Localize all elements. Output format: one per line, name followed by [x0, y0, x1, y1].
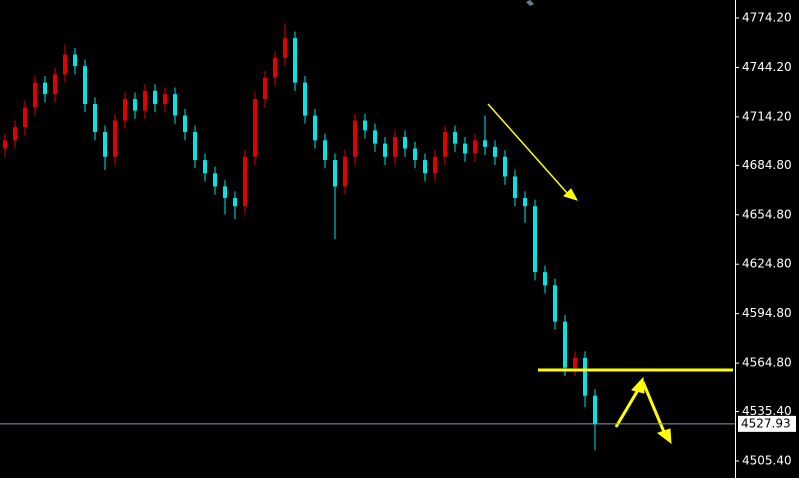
- candle-body: [433, 156, 437, 174]
- candle-body: [473, 140, 477, 154]
- candle-body: [113, 120, 117, 157]
- candle-body: [223, 186, 227, 198]
- y-tick-label: 4774.20: [742, 10, 792, 24]
- candle-body: [523, 197, 527, 207]
- y-tick-label: 4744.20: [742, 60, 792, 74]
- candle-body: [323, 140, 327, 161]
- y-tick-label: 4684.80: [742, 158, 792, 172]
- candle-body: [163, 94, 167, 105]
- candle-body: [403, 136, 407, 149]
- arrow-head: [563, 188, 579, 201]
- candle-body: [63, 54, 67, 75]
- candle-body: [303, 82, 307, 116]
- candle-body: [443, 132, 447, 157]
- plot-area: [3, 23, 597, 451]
- candle-body: [253, 99, 257, 157]
- candle-body: [143, 90, 147, 111]
- candle-body: [463, 143, 467, 154]
- candle-body: [343, 156, 347, 187]
- y-tick-label: 4564.80: [742, 356, 792, 370]
- bounce-arrow: [614, 389, 640, 428]
- candle-body: [333, 160, 337, 187]
- candle-body: [493, 146, 497, 157]
- candle-body: [543, 272, 547, 286]
- candle-body: [423, 160, 427, 174]
- y-tick-label: 4594.80: [742, 306, 792, 320]
- candle-body: [173, 94, 177, 116]
- candle-body: [33, 82, 37, 108]
- candle-body: [83, 66, 87, 105]
- candle-body: [3, 140, 7, 149]
- candle-body: [13, 127, 17, 141]
- candle-body: [273, 57, 277, 78]
- candle-body: [263, 77, 267, 100]
- candle-body: [233, 197, 237, 207]
- candle-body: [123, 99, 127, 121]
- marker: [526, 0, 534, 6]
- candle-body: [73, 54, 77, 67]
- candle-body: [53, 74, 57, 95]
- candle-body: [193, 132, 197, 161]
- candle-body: [553, 285, 557, 322]
- candle-body: [23, 107, 27, 128]
- y-tick-label: 4654.80: [742, 207, 792, 221]
- candle-body: [293, 38, 297, 83]
- candle-body: [483, 140, 487, 147]
- candle-body: [533, 206, 537, 273]
- candle-body: [283, 38, 287, 58]
- candle-body: [313, 115, 317, 141]
- candle-body: [593, 395, 597, 424]
- arrow-head: [656, 428, 672, 445]
- candle-body: [393, 136, 397, 157]
- candle-body: [353, 120, 357, 157]
- last-price-box: [738, 415, 796, 432]
- y-tick-label: 4714.20: [742, 109, 792, 123]
- candle-body: [133, 99, 137, 111]
- last-price-label: 4527.93: [741, 416, 791, 430]
- candle-body: [453, 132, 457, 144]
- trend-arrow: [487, 103, 569, 195]
- candle-body: [153, 90, 157, 105]
- candle-body: [503, 156, 507, 177]
- candle-body: [583, 357, 587, 396]
- candle-body: [203, 160, 207, 174]
- candle-body: [213, 173, 217, 187]
- candle-body: [183, 115, 187, 133]
- candle-body: [363, 120, 367, 131]
- y-tick-label: 4535.40: [742, 404, 792, 418]
- candle-body: [43, 82, 47, 95]
- candle-body: [513, 176, 517, 198]
- candle-body: [383, 143, 387, 157]
- y-tick-label: 4505.40: [742, 453, 792, 467]
- candle-body: [93, 104, 97, 133]
- candle-body: [373, 130, 377, 144]
- candle-body: [413, 148, 417, 161]
- candle-body: [243, 156, 247, 207]
- y-tick-label: 4624.80: [742, 257, 792, 271]
- candle-body: [563, 321, 567, 368]
- candle-body: [573, 357, 577, 368]
- candle-body: [103, 132, 107, 157]
